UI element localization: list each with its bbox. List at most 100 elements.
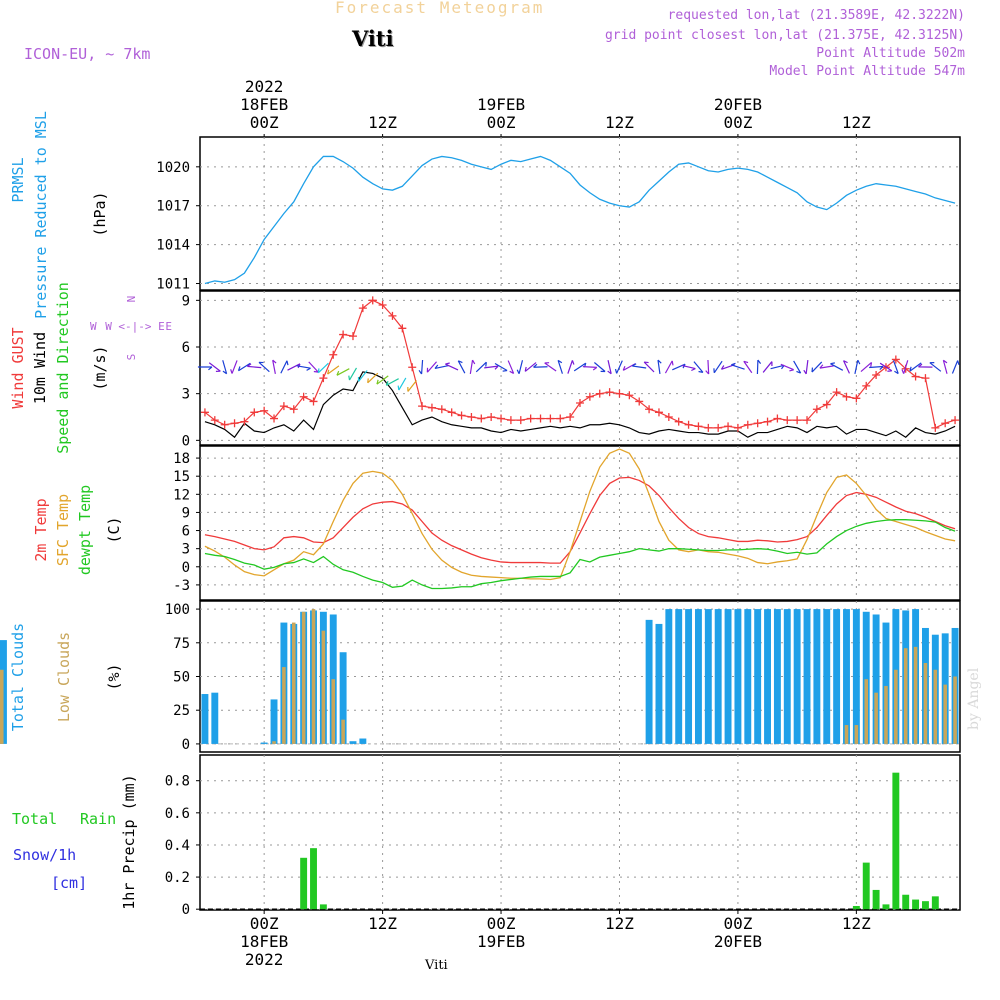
rain-bar bbox=[852, 905, 860, 910]
gust-marker bbox=[289, 405, 298, 414]
wind-direction-arrow bbox=[434, 364, 449, 370]
wind-direction-arrow bbox=[901, 360, 909, 374]
y-tick-label-temperature: -3 bbox=[173, 578, 190, 594]
wind-direction-arrow bbox=[237, 362, 251, 372]
gust-marker bbox=[240, 417, 249, 426]
gust-marker bbox=[625, 391, 634, 400]
footer-location: Viti bbox=[425, 958, 448, 973]
wind-direction-arrow bbox=[308, 361, 319, 373]
top-time-label: 00Z bbox=[487, 113, 516, 132]
gust-marker bbox=[487, 413, 496, 421]
bottom-time-label: 12Z bbox=[605, 914, 634, 933]
wind-direction-arrow bbox=[756, 359, 762, 375]
wind-direction-arrow bbox=[657, 359, 662, 375]
gust-marker bbox=[437, 405, 446, 414]
wind-direction-arrow bbox=[445, 362, 459, 371]
low-clouds-bar bbox=[331, 679, 336, 744]
wind-label: 10m Wind bbox=[31, 332, 49, 404]
bottom-time-label: 00Z bbox=[487, 914, 516, 933]
low-clouds-bar bbox=[874, 692, 878, 744]
model-altitude: Model Point Altitude 547m bbox=[769, 64, 965, 79]
wind-direction-arrow bbox=[418, 359, 424, 375]
total-clouds-bar bbox=[645, 619, 653, 744]
low-clouds-bar bbox=[301, 611, 306, 744]
wind-direction-arrow bbox=[681, 364, 696, 372]
gust-marker bbox=[822, 400, 831, 409]
total-clouds-bar bbox=[724, 609, 732, 744]
gust-marker bbox=[793, 416, 802, 425]
total-clouds-bar bbox=[823, 609, 831, 744]
total-clouds-bar bbox=[704, 609, 712, 744]
gust-marker bbox=[654, 408, 663, 417]
y-tick-label-clouds: 0 bbox=[182, 737, 190, 753]
gust-marker bbox=[447, 408, 456, 417]
wind-direction-arrow bbox=[705, 359, 710, 375]
wind-direction-arrow bbox=[869, 365, 884, 370]
compass-north: N bbox=[125, 296, 138, 303]
y-tick-label-temperature: 12 bbox=[173, 487, 190, 503]
gust-marker bbox=[852, 394, 861, 403]
wind-direction-arrow bbox=[280, 360, 289, 374]
y-tick-label-temperature: 6 bbox=[182, 524, 190, 540]
low-clouds-bar bbox=[321, 630, 326, 744]
wind-speed-direction-label: Speed and Direction bbox=[54, 282, 72, 454]
top-year-label: 2022 bbox=[245, 77, 284, 96]
gust-marker bbox=[270, 414, 279, 423]
total-clouds-bar bbox=[665, 609, 673, 744]
rain-bar bbox=[310, 848, 317, 910]
bottom-time-label: 2022 bbox=[245, 950, 284, 969]
y-tick-label-precip: 0.6 bbox=[165, 806, 190, 822]
total-clouds-bar bbox=[862, 611, 870, 744]
rain-bar bbox=[319, 904, 327, 910]
gust-marker bbox=[704, 423, 713, 432]
wind-direction-arrow bbox=[376, 375, 389, 385]
low-clouds-bar bbox=[311, 609, 316, 744]
gust-marker bbox=[674, 417, 683, 426]
y-tick-label-precip: 0.2 bbox=[165, 870, 190, 886]
total-clouds-bar bbox=[734, 609, 742, 744]
wind-direction-arrow bbox=[693, 361, 704, 373]
model-name: ICON-EU, ~ 7km bbox=[24, 45, 151, 63]
rain-bar bbox=[931, 896, 939, 910]
wind-direction-arrow bbox=[918, 363, 933, 368]
wind-direction-arrow bbox=[367, 372, 379, 384]
gust-marker bbox=[951, 416, 960, 425]
total-clouds-bar bbox=[793, 609, 801, 744]
bottom-time-label: 12Z bbox=[842, 914, 871, 933]
gust-marker bbox=[427, 403, 436, 412]
gust-marker bbox=[506, 416, 515, 425]
wind-direction-arrow bbox=[830, 362, 844, 371]
bottom-time-label: 18FEB bbox=[240, 932, 288, 951]
sfc-temp-label: SFC Temp bbox=[54, 494, 72, 566]
wind-direction-arrow bbox=[672, 363, 686, 371]
top-time-label: 19FEB bbox=[477, 95, 525, 114]
total-clouds-bar bbox=[201, 694, 209, 744]
wind-direction-arrow bbox=[258, 361, 270, 373]
gust-marker bbox=[319, 374, 328, 383]
wind-direction-arrow bbox=[533, 363, 548, 368]
wind-direction-arrow bbox=[516, 360, 524, 375]
low-clouds-bar bbox=[282, 667, 286, 744]
gust-marker bbox=[743, 420, 752, 429]
wind-direction-arrow bbox=[593, 362, 606, 373]
rain-bar bbox=[300, 857, 308, 910]
rain-bar bbox=[862, 862, 870, 910]
wind-direction-arrow bbox=[469, 359, 476, 375]
low-clouds-bar bbox=[903, 648, 908, 744]
wind-speed-line bbox=[204, 371, 956, 439]
total-clouds-bar bbox=[764, 609, 771, 744]
requested-coordinates: requested lon,lat (21.3589E, 42.3222N) bbox=[667, 8, 965, 23]
gust-marker bbox=[714, 423, 723, 432]
wind-direction-arrow bbox=[854, 359, 861, 374]
total-clouds-label: Total Clouds bbox=[9, 623, 27, 731]
wind-direction-arrow bbox=[317, 362, 329, 374]
low-clouds-bar bbox=[272, 741, 276, 744]
compass-cross: W <-|-> E bbox=[105, 320, 165, 333]
gust-marker bbox=[279, 402, 288, 411]
wind-direction-arrow bbox=[567, 360, 575, 374]
top-time-label: 12Z bbox=[842, 113, 871, 132]
wind-direction-arrow bbox=[942, 359, 948, 374]
point-altitude: Point Altitude 502m bbox=[816, 46, 965, 61]
gust-marker bbox=[684, 420, 693, 429]
